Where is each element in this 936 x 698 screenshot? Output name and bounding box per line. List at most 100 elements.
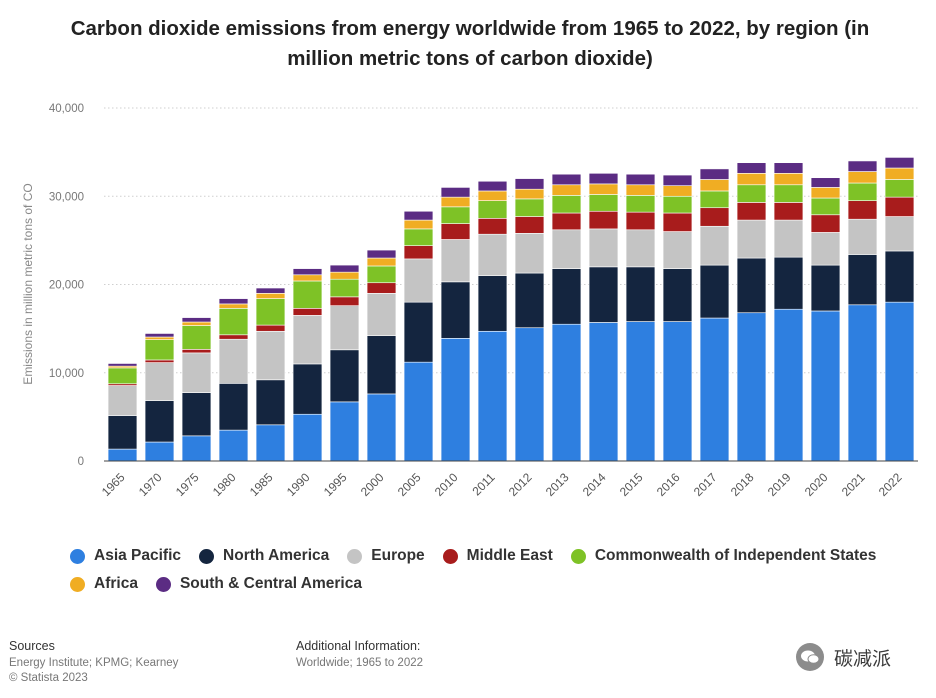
bar-segment-asia-pacific-2011[interactable]: [477, 330, 508, 462]
legend-item-middle-east[interactable]: Middle East: [442, 546, 553, 566]
legend-item-asia-pacific[interactable]: Asia Pacific: [70, 546, 181, 566]
bar-segment-africa-2000[interactable]: [366, 257, 397, 267]
bar-segment-south-central-america-2018[interactable]: [736, 162, 767, 174]
bar-segment-south-central-america-2022[interactable]: [884, 157, 915, 169]
bar-segment-africa-2005[interactable]: [403, 219, 434, 230]
bar-segment-south-central-america-2005[interactable]: [403, 210, 434, 221]
bar-segment-middle-east-2021[interactable]: [847, 200, 878, 220]
bar-segment-europe-2022[interactable]: [884, 216, 915, 252]
bar-segment-south-central-america-1995[interactable]: [329, 264, 360, 273]
bar-segment-south-central-america-2013[interactable]: [551, 173, 582, 186]
bar-segment-middle-east-2015[interactable]: [625, 211, 656, 231]
bar-segment-middle-east-2019[interactable]: [773, 202, 804, 221]
bar-segment-africa-2019[interactable]: [773, 173, 804, 186]
bar-segment-europe-2017[interactable]: [699, 225, 730, 266]
bar-segment-north-america-2005[interactable]: [403, 301, 434, 363]
bar-segment-north-america-1985[interactable]: [255, 379, 286, 426]
bar-segment-asia-pacific-1990[interactable]: [292, 413, 323, 462]
bar-segment-south-central-america-2020[interactable]: [810, 177, 841, 188]
bar-segment-south-central-america-2010[interactable]: [440, 187, 471, 198]
bar-segment-commonwealth-of-independent-states-1990[interactable]: [292, 280, 323, 309]
bar-segment-commonwealth-of-independent-states-1965[interactable]: [107, 367, 138, 385]
bar-segment-asia-pacific-1995[interactable]: [329, 401, 360, 462]
bar-segment-north-america-1975[interactable]: [181, 392, 212, 437]
bar-segment-commonwealth-of-independent-states-1970[interactable]: [144, 339, 175, 361]
bar-segment-europe-2005[interactable]: [403, 258, 434, 303]
bar-segment-africa-2016[interactable]: [662, 185, 693, 197]
bar-segment-north-america-2000[interactable]: [366, 335, 397, 395]
bar-segment-asia-pacific-2013[interactable]: [551, 323, 582, 462]
bar-segment-middle-east-2022[interactable]: [884, 196, 915, 217]
bar-segment-middle-east-1970[interactable]: [144, 359, 175, 363]
bar-segment-africa-2013[interactable]: [551, 184, 582, 196]
bar-segment-middle-east-2005[interactable]: [403, 245, 434, 260]
bar-segment-asia-pacific-2016[interactable]: [662, 321, 693, 462]
bar-segment-commonwealth-of-independent-states-2012[interactable]: [514, 198, 545, 217]
bar-segment-asia-pacific-2015[interactable]: [625, 321, 656, 462]
bar-segment-north-america-2014[interactable]: [588, 266, 619, 323]
bar-segment-south-central-america-2019[interactable]: [773, 162, 804, 174]
bar-segment-asia-pacific-1980[interactable]: [218, 429, 249, 462]
bar-segment-europe-1985[interactable]: [255, 330, 286, 381]
bar-segment-north-america-2021[interactable]: [847, 254, 878, 306]
bar-segment-europe-2020[interactable]: [810, 232, 841, 266]
bar-segment-south-central-america-2012[interactable]: [514, 178, 545, 190]
bar-segment-north-america-2017[interactable]: [699, 264, 730, 319]
bar-segment-middle-east-2012[interactable]: [514, 216, 545, 234]
bar-segment-north-america-1965[interactable]: [107, 415, 138, 450]
bar-segment-commonwealth-of-independent-states-2022[interactable]: [884, 179, 915, 198]
bar-segment-asia-pacific-2018[interactable]: [736, 312, 767, 462]
bar-segment-commonwealth-of-independent-states-2005[interactable]: [403, 228, 434, 246]
bar-segment-commonwealth-of-independent-states-2015[interactable]: [625, 195, 656, 213]
bar-segment-south-central-america-2014[interactable]: [588, 173, 619, 185]
bar-segment-north-america-1995[interactable]: [329, 349, 360, 403]
legend-item-commonwealth-of-independent-states[interactable]: Commonwealth of Independent States: [570, 546, 876, 566]
bar-segment-middle-east-2020[interactable]: [810, 214, 841, 233]
bar-segment-asia-pacific-2014[interactable]: [588, 322, 619, 462]
bar-segment-middle-east-2000[interactable]: [366, 282, 397, 294]
bar-segment-europe-2010[interactable]: [440, 239, 471, 283]
bar-segment-africa-2018[interactable]: [736, 173, 767, 186]
bar-segment-europe-1990[interactable]: [292, 315, 323, 365]
bar-segment-africa-2012[interactable]: [514, 188, 545, 200]
bar-segment-europe-2013[interactable]: [551, 229, 582, 269]
sources-label[interactable]: Sources: [9, 639, 55, 653]
bar-segment-africa-1995[interactable]: [329, 271, 360, 280]
bar-segment-middle-east-2011[interactable]: [477, 218, 508, 235]
bar-segment-commonwealth-of-independent-states-2021[interactable]: [847, 182, 878, 201]
bar-segment-africa-1970[interactable]: [144, 336, 175, 340]
bar-segment-south-central-america-2016[interactable]: [662, 174, 693, 186]
bar-segment-asia-pacific-2012[interactable]: [514, 327, 545, 462]
bar-segment-asia-pacific-2005[interactable]: [403, 361, 434, 462]
bar-segment-europe-2011[interactable]: [477, 233, 508, 276]
bar-segment-africa-2010[interactable]: [440, 196, 471, 208]
bar-segment-commonwealth-of-independent-states-1980[interactable]: [218, 308, 249, 336]
legend-item-africa[interactable]: Africa: [70, 574, 138, 594]
bar-segment-commonwealth-of-independent-states-1985[interactable]: [255, 298, 286, 326]
bar-segment-asia-pacific-1975[interactable]: [181, 435, 212, 462]
bar-segment-north-america-2012[interactable]: [514, 272, 545, 329]
bar-segment-asia-pacific-2019[interactable]: [773, 308, 804, 462]
bar-segment-commonwealth-of-independent-states-1975[interactable]: [181, 325, 212, 350]
bar-segment-africa-1975[interactable]: [181, 321, 212, 326]
bar-segment-north-america-2022[interactable]: [884, 250, 915, 303]
bar-segment-commonwealth-of-independent-states-2018[interactable]: [736, 184, 767, 203]
bar-segment-middle-east-1975[interactable]: [181, 349, 212, 354]
bar-segment-europe-2018[interactable]: [736, 219, 767, 259]
bar-segment-africa-2015[interactable]: [625, 184, 656, 196]
bar-segment-middle-east-1985[interactable]: [255, 324, 286, 332]
bar-segment-south-central-america-2017[interactable]: [699, 168, 730, 180]
bar-segment-commonwealth-of-independent-states-2013[interactable]: [551, 195, 582, 214]
bar-segment-africa-1985[interactable]: [255, 293, 286, 299]
bar-segment-europe-1965[interactable]: [107, 385, 138, 416]
bar-segment-europe-2000[interactable]: [366, 293, 397, 336]
bar-segment-europe-2015[interactable]: [625, 229, 656, 268]
bar-segment-europe-2016[interactable]: [662, 231, 693, 269]
bar-segment-north-america-1980[interactable]: [218, 383, 249, 431]
bar-segment-asia-pacific-1965[interactable]: [107, 448, 138, 462]
bar-segment-africa-2011[interactable]: [477, 190, 508, 201]
bar-segment-asia-pacific-2000[interactable]: [366, 393, 397, 462]
bar-segment-middle-east-1980[interactable]: [218, 334, 249, 340]
bar-segment-commonwealth-of-independent-states-2000[interactable]: [366, 265, 397, 284]
bar-segment-africa-1990[interactable]: [292, 274, 323, 282]
